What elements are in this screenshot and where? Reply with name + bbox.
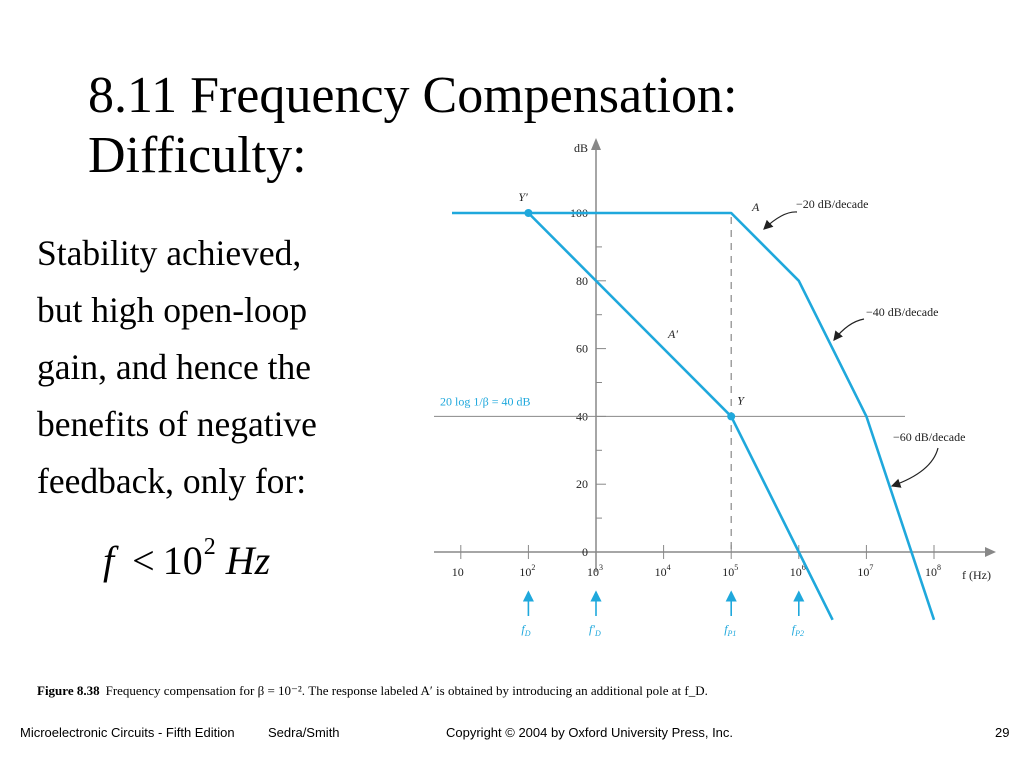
body-line: gain, and hence the [37,347,312,387]
body-line: but high open-loop [37,290,308,330]
point-y-prime-label: Y′ [518,190,528,204]
series-A-prime-line [527,212,834,621]
slope-annotation: −60 dB/decade [893,430,965,444]
y-axis-title: dB [574,141,588,155]
body-line: Stability achieved, [37,233,302,273]
x-tick-label: 107 [857,563,873,579]
x-tick-label: 106 [790,563,806,579]
series-A-line [452,211,936,621]
frequency-marker-label: fP1 [724,622,736,638]
formula-base: 10 [162,538,203,583]
figure-caption: Figure 8.38 Frequency compensation for β … [37,683,708,699]
figure-label: Figure 8.38 [37,683,100,698]
point-y [727,412,736,421]
formula-operator: < [132,538,155,583]
x-tick-label: 10 [452,565,464,579]
title-line-2: Difficulty: [88,127,307,184]
formula-exponent: 2 [203,534,216,560]
figure-caption-text: Frequency compensation for β = 10⁻². The… [105,683,708,698]
frequency-marker-label: fD [521,622,530,638]
x-axis-title: f (Hz) [962,568,991,582]
point-y-prime [524,209,533,217]
title-line-1: 8.11 Frequency Compensation: [88,67,738,124]
body-line: benefits of negative [37,404,317,444]
body-line: feedback, only for: [37,461,307,501]
x-tick-label: 103 [587,563,603,579]
formula-unit: Hz [225,538,271,583]
slope-annotation: −40 dB/decade [866,305,938,319]
y-axis-arrow [591,138,601,150]
x-tick-label: 108 [925,563,941,579]
y-tick-label: 0 [582,545,588,559]
frequency-marker-label: f′D [589,622,601,638]
x-tick-label: 104 [655,563,671,579]
y-tick-label: 20 [576,477,588,491]
y-tick-label: 60 [576,342,588,356]
footer-book-title: Microelectronic Circuits - Fifth Edition [20,725,235,740]
footer-copyright: Copyright © 2004 by Oxford University Pr… [446,725,734,740]
series-label-A: A [751,200,760,214]
x-tick-label: 102 [519,563,535,579]
slope-annotation-arrow [890,447,939,488]
series-label-A-prime: A′ [667,327,678,341]
slope-annotation: −20 dB/decade [796,197,868,211]
frequency-condition-formula: f <102 Hz [103,534,270,584]
slide-body: Stability achieved, but high open-loop g… [37,225,417,510]
footer-authors: Sedra/Smith [268,725,340,740]
y-tick-label: 80 [576,274,588,288]
slope-annotation-arrow [833,318,865,341]
feedback-line-label: 20 log 1/β = 40 dB [440,394,531,408]
x-tick-label: 105 [722,563,738,579]
x-axis-arrow [985,547,996,557]
slide-title: 8.11 Frequency Compensation: Difficulty: [88,66,737,186]
page-number: 29 [995,725,1010,740]
formula-variable: f [103,538,115,583]
frequency-marker-label: fP2 [792,622,804,638]
point-y-label: Y [737,393,745,407]
series-group [452,211,936,621]
slope-annotation-arrow [763,211,798,230]
